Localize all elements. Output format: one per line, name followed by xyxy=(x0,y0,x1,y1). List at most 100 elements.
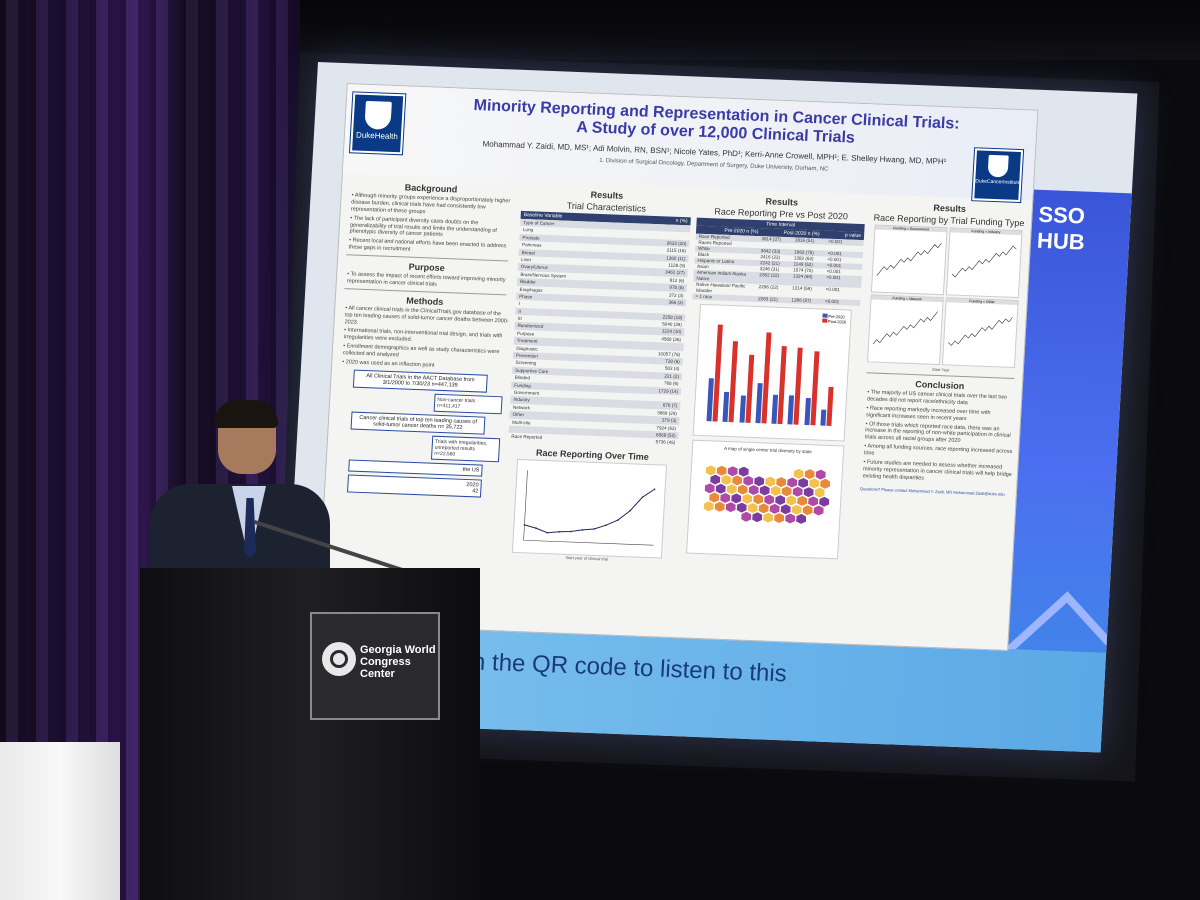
line-point-2018 xyxy=(629,509,631,512)
state-hex xyxy=(709,492,720,502)
funding-panels: Funding = Government Funding = Industry Fu… xyxy=(867,224,1023,368)
state-hex xyxy=(815,469,826,479)
state-hex xyxy=(804,469,815,479)
flow-box-all-trials: All Clinical Trials in the AACT Database… xyxy=(352,369,488,393)
race-reporting-line xyxy=(524,488,655,533)
line-axes xyxy=(523,470,654,546)
legend-pre-swatch xyxy=(822,313,828,318)
hex-map-grid xyxy=(702,465,836,550)
state-hex xyxy=(774,513,785,523)
line-point-2002 xyxy=(535,527,537,529)
state-hex xyxy=(726,484,737,494)
poster-column-3: Results Race Reporting Pre vs Post 2020 … xyxy=(674,190,866,636)
duke-cancer-shield-icon xyxy=(987,154,1009,178)
state-hex xyxy=(814,487,825,497)
line-point-2020 xyxy=(641,496,644,498)
state-hex xyxy=(721,475,732,485)
table-cell: 1266 (57) xyxy=(791,297,812,304)
flow-side-noncancer: Non-cancer trials n=411,417 xyxy=(433,393,503,415)
table-cell: 5736 (45) xyxy=(655,439,676,446)
bar-post-2020-7 xyxy=(826,386,834,426)
state-hex xyxy=(737,484,748,494)
funding-panel-3: Funding = Other xyxy=(941,297,1019,368)
table-cell: Race Reported xyxy=(511,434,543,441)
table-cell: 366 (3) xyxy=(668,299,684,306)
table-cell: I xyxy=(518,301,521,307)
state-hex xyxy=(763,512,774,522)
trial-table-head-right: n (%) xyxy=(675,217,688,225)
podium: Georgia World Congress Center xyxy=(140,568,480,900)
state-hex xyxy=(710,474,721,484)
state-hex xyxy=(797,496,808,506)
table-cell: 1729 (14) xyxy=(658,387,679,394)
gwcc-logo-icon xyxy=(322,642,356,676)
state-hex xyxy=(802,505,813,515)
funding-panel-line xyxy=(948,317,1013,346)
table-cell: 4568 (36) xyxy=(661,336,682,342)
conclusion-bullet-2: • Of those trials which reported race da… xyxy=(864,420,1011,445)
state-hex xyxy=(716,466,727,476)
state-hex xyxy=(770,486,781,496)
state-hex xyxy=(786,495,797,505)
bar-post-2020-2 xyxy=(744,355,754,423)
duke-cancer-institute-logo: DukeCancerInstitute xyxy=(972,148,1024,203)
draped-table xyxy=(0,742,120,900)
race-pre-post-table: Race Reported 3914 (37) 1816 (51) <0.001 Rac… xyxy=(692,233,864,306)
state-hex xyxy=(742,494,753,504)
line-point-2010 xyxy=(581,528,584,531)
table-cell: III xyxy=(517,315,522,322)
line-point-2014 xyxy=(605,524,607,526)
state-hex xyxy=(747,503,758,513)
state-hex xyxy=(793,469,804,479)
poster-column-2: Results Trial Characteristics Baseline V… xyxy=(498,183,692,629)
bar-post-2020-6 xyxy=(809,351,820,426)
ceiling-truss xyxy=(300,0,1200,60)
state-hex xyxy=(787,477,798,487)
contact-line: Questions? Please contact Mohammad Y. Za… xyxy=(859,485,1005,497)
state-hex xyxy=(798,478,809,488)
map-title: A map of single center trial diversity b… xyxy=(723,445,812,455)
state-hex xyxy=(732,475,743,485)
flow-box-cancer-trials: Cancer clinical trials of top ten leadin… xyxy=(350,411,486,435)
conclusion-bullets: • The majority of US cancer clinical tri… xyxy=(856,389,1017,485)
line-point-2000 xyxy=(523,523,526,526)
projected-slide: SSO HUB scan the QR code to listen to th… xyxy=(281,62,1138,753)
state-hex xyxy=(785,513,796,523)
state-hex xyxy=(780,504,791,514)
funding-panel-line xyxy=(876,242,942,276)
line-point-2012 xyxy=(593,527,595,530)
state-hex xyxy=(741,512,752,522)
state-hex xyxy=(775,495,786,505)
funding-panel-2: Funding = Network xyxy=(867,294,944,366)
state-hex xyxy=(792,487,803,497)
table-cell: Multi-site xyxy=(512,419,531,425)
bar-post-2020-4 xyxy=(777,346,787,425)
race-table-head-p: p value xyxy=(844,232,862,239)
table-cell: 2263 (21) xyxy=(757,296,778,302)
state-map: A map of single center trial diversity b… xyxy=(686,439,845,560)
state-hex xyxy=(796,514,807,524)
state-hex xyxy=(781,486,792,496)
state-hex xyxy=(769,504,780,514)
table-cell: Phase xyxy=(519,293,533,300)
flow-side-irregular: Trials with irregularities, unreported r… xyxy=(430,435,501,462)
state-hex xyxy=(725,502,736,512)
bar-post-2020-1 xyxy=(728,341,739,423)
state-hex xyxy=(720,493,731,503)
line-point-2022 xyxy=(653,488,656,490)
podium-sign: Georgia World Congress Center xyxy=(310,612,440,720)
state-hex xyxy=(808,496,819,506)
state-hex xyxy=(754,476,765,486)
research-poster: DukeHealth DukeCancerInstitute Minority … xyxy=(316,83,1039,651)
bar-pre-2020-7 xyxy=(820,409,827,426)
state-hex xyxy=(813,505,824,515)
flow-box-2020-b: 42 xyxy=(471,487,479,495)
duke-health-logo: DukeHealth xyxy=(350,92,406,155)
table-cell: <0.001 xyxy=(824,298,840,305)
state-hex xyxy=(704,483,715,493)
state-hex xyxy=(753,494,764,504)
bar-post-2020-5 xyxy=(793,347,803,425)
presenter-tie xyxy=(244,498,256,558)
poster-column-4: Results Race Reporting by Trial Funding … xyxy=(848,196,1028,641)
state-hex xyxy=(758,503,769,513)
